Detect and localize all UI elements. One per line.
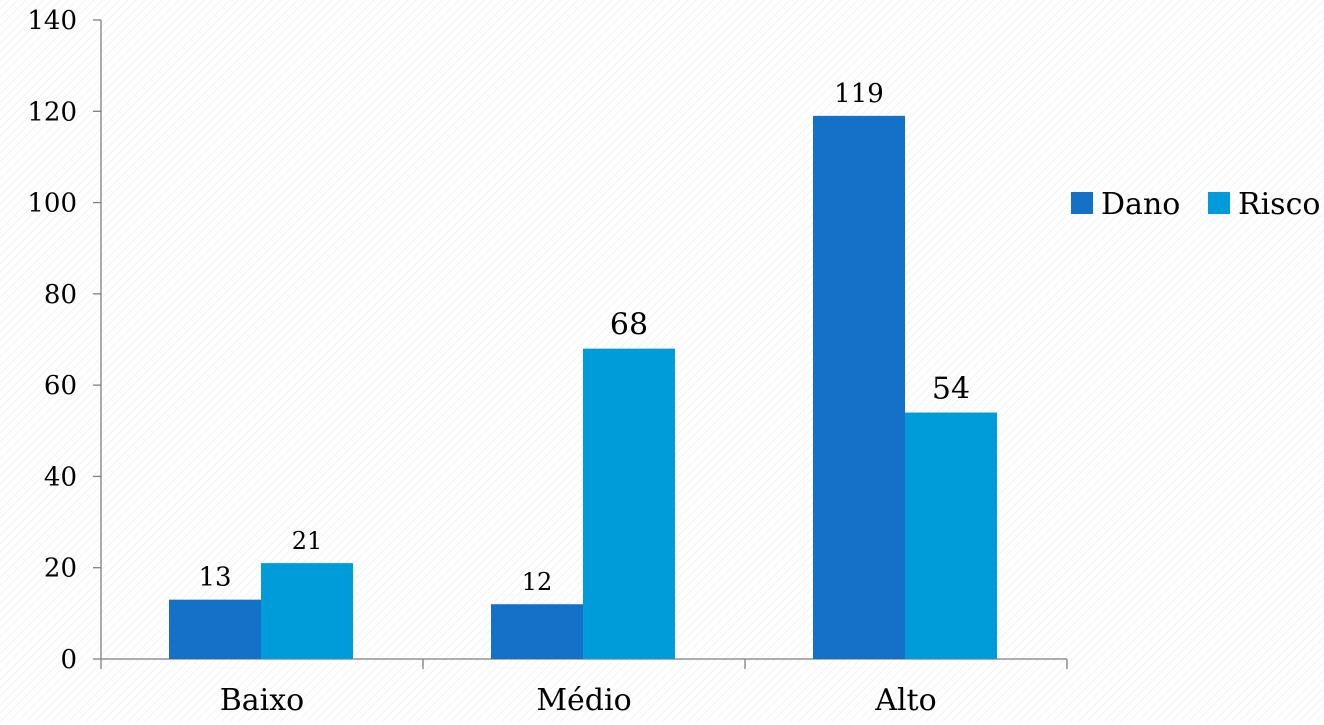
data-label: 13 <box>198 563 231 593</box>
bar-dano <box>813 115 905 660</box>
y-tick-label: 60 <box>44 371 77 401</box>
y-tick-label: 0 <box>60 645 77 675</box>
y-tick-label: 20 <box>44 554 77 584</box>
bar-risco <box>261 563 353 659</box>
x-tick-label: Baixo <box>220 683 305 718</box>
x-tick-label: Alto <box>874 683 936 718</box>
legend-label-dano: Dano <box>1101 187 1180 222</box>
data-label: 12 <box>522 568 553 596</box>
data-label: 68 <box>610 308 648 343</box>
legend-swatch-dano <box>1071 192 1093 214</box>
bars <box>169 115 997 660</box>
legend-swatch-risco <box>1208 192 1230 214</box>
data-label: 54 <box>932 372 970 407</box>
legend: Dano Risco <box>1071 187 1320 222</box>
y-tick-label: 140 <box>27 6 77 36</box>
x-tick-label: Médio <box>536 683 631 718</box>
bar-risco <box>583 348 675 659</box>
y-tick-label: 40 <box>44 462 77 492</box>
bar-dano <box>491 604 583 659</box>
legend-label-risco: Risco <box>1238 187 1320 222</box>
y-axis: 0 20 40 60 80 100 120 140 <box>27 6 102 675</box>
data-label: 21 <box>292 527 323 555</box>
data-label: 119 <box>834 79 884 109</box>
y-tick-label: 120 <box>27 97 77 127</box>
y-tick-label: 80 <box>44 280 77 310</box>
y-tick-label: 100 <box>27 189 77 219</box>
bar-dano <box>169 599 261 659</box>
bar-risco <box>905 412 997 659</box>
data-labels: 13 12 119 21 68 54 <box>198 79 970 596</box>
